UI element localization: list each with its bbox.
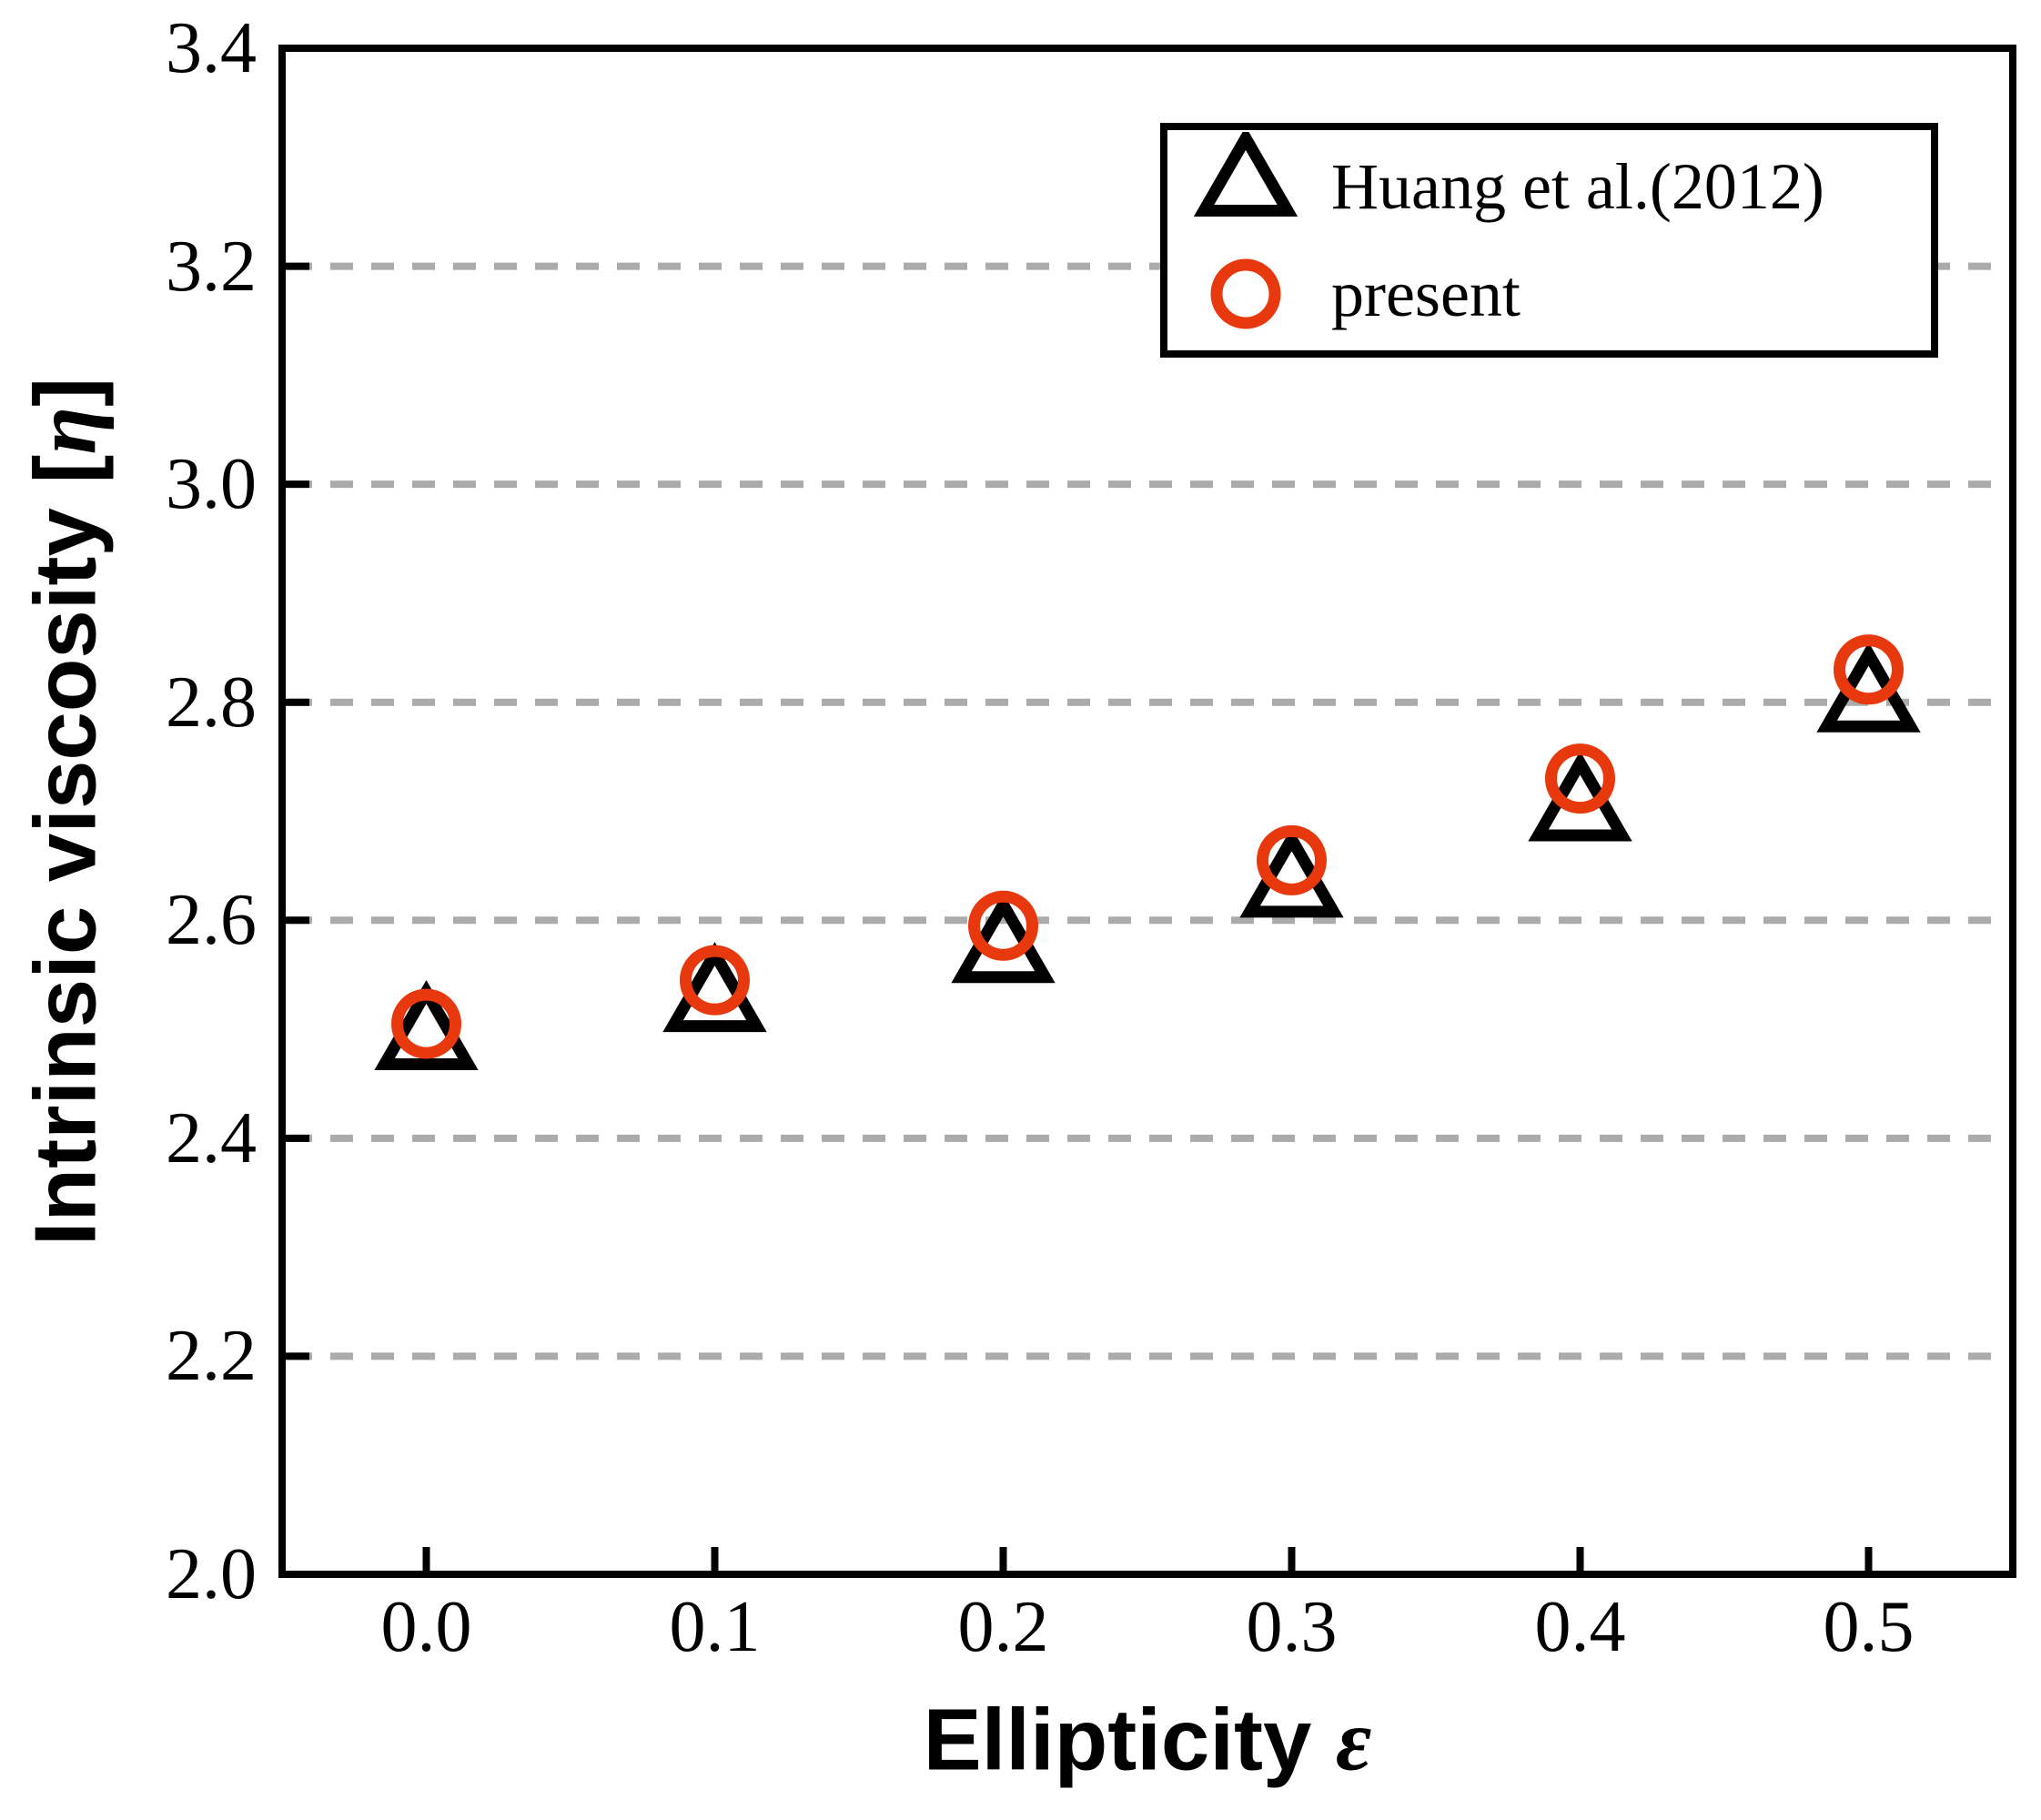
plot-frame [278,45,2016,1578]
circle-data-point [680,945,750,1016]
y-tick-label: 3.0 [166,444,257,525]
x-tick-label: 0.2 [957,1587,1049,1667]
x-axis-title-text: Ellipticity [923,1691,1337,1789]
x-tick-label: 0.3 [1246,1587,1338,1667]
circle-data-point [391,988,461,1059]
x-tick-label: 0.4 [1534,1587,1626,1667]
legend-item-present: present [1191,243,1931,345]
triangle-data-point [662,942,767,1033]
epsilon-symbol: ε [1336,1691,1372,1789]
circle-data-point [1545,743,1615,814]
y-tick-label: 2.4 [166,1097,257,1178]
y-axis-title-bracket: ] [16,377,115,407]
y-tick-label: 3.2 [166,226,257,307]
y-tick-label: 3.4 [166,8,257,88]
circle-marker-icon [1210,258,1281,329]
legend-box: Huang et al.(2012) present [1160,123,1938,358]
y-tick-label: 2.6 [166,880,257,961]
x-tick-label: 0.0 [380,1587,472,1667]
circle-data-point [1257,824,1327,895]
x-axis-title: Ellipticity ε [924,1690,1372,1791]
y-tick-label: 2.2 [166,1316,257,1397]
y-tick-label: 2.0 [166,1534,257,1614]
legend-label-huang: Huang et al.(2012) [1331,150,1824,223]
circle-data-point [1834,634,1904,705]
legend-label-present: present [1331,258,1521,330]
triangle-marker-icon [1193,132,1298,217]
triangle-data-point [374,980,479,1071]
x-tick-label: 0.1 [669,1587,761,1667]
y-tick-label: 2.8 [166,662,257,743]
legend-item-huang: Huang et al.(2012) [1191,132,1931,238]
circle-data-point [968,890,1038,961]
x-tick-label: 0.5 [1823,1587,1915,1667]
